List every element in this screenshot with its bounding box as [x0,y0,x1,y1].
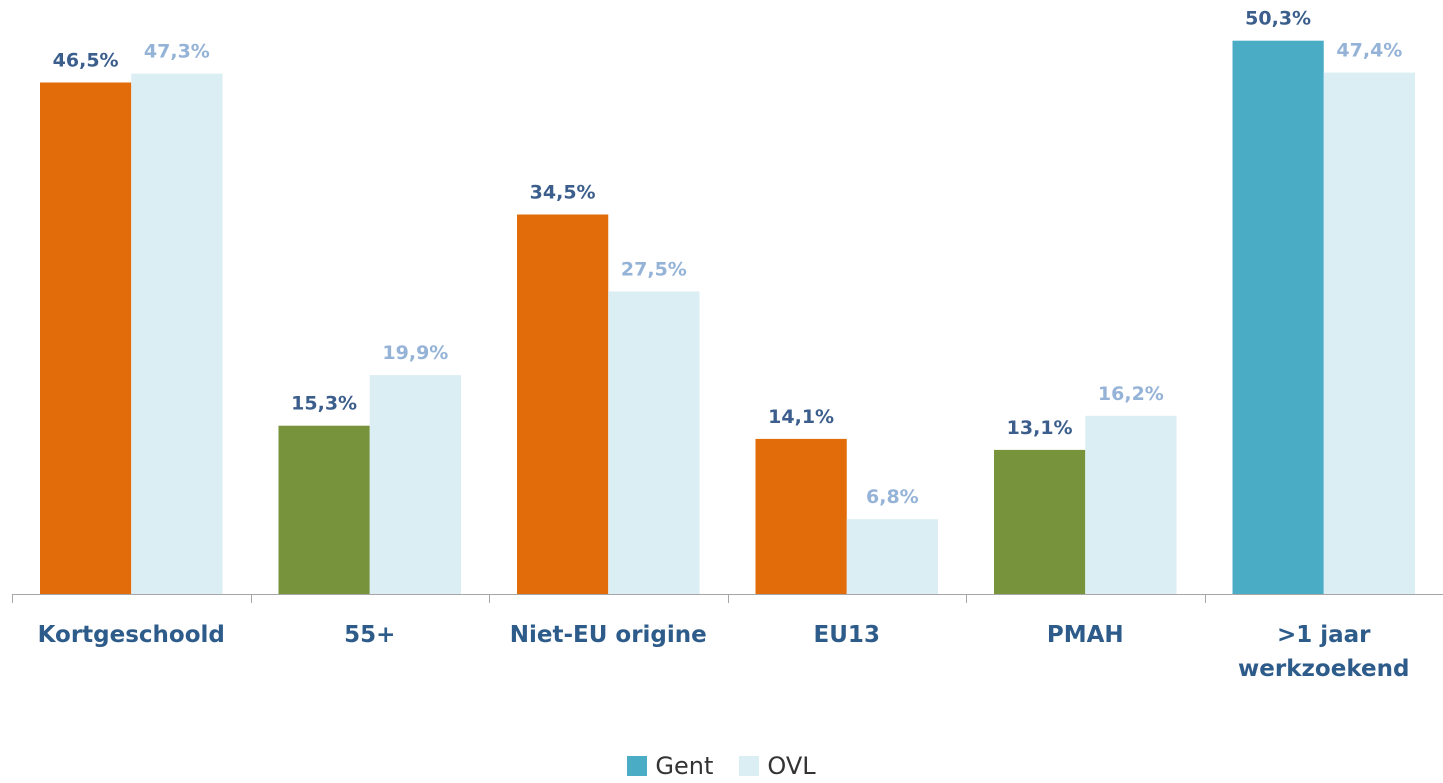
value-label: 46,5% [53,50,119,72]
legend-swatch [627,756,648,776]
bar [278,425,370,594]
bar [846,519,938,594]
legend-label: OVL [767,752,816,780]
legend: Gent OVL [0,752,1443,780]
bar [608,291,700,594]
bar [994,449,1086,594]
value-label: 47,4% [1336,40,1402,62]
value-label: 6,8% [866,486,919,508]
value-label: 50,3% [1245,8,1311,30]
legend-label: Gent [655,752,714,780]
bar [1085,415,1177,594]
value-label: 15,3% [291,393,357,415]
legend-item: Gent [627,752,713,780]
plot: 46,5% 15,3% 34,5% 14,1% 13,1% 50,3% 47,3% 19,9%… [12,8,1443,603]
value-label: 34,5% [530,182,596,204]
x-tick-label: >1 jaar werkzoekend [1238,622,1410,682]
bar [755,438,847,594]
value-label: 47,3% [144,41,210,63]
x-tick-label: 55+ [344,622,396,648]
value-label: 27,5% [621,259,687,281]
value-label: 13,1% [1007,417,1073,439]
bar [517,214,609,594]
bar [131,73,223,594]
bar [1232,40,1324,594]
legend-swatch [739,756,760,776]
value-label: 16,2% [1098,383,1164,405]
bar [40,82,132,594]
x-tick-label: EU13 [813,622,880,648]
bar [369,375,461,594]
value-label: 19,9% [382,342,448,364]
bar [1323,72,1415,595]
x-tick-label: Kortgeschoold [37,622,225,648]
legend-item: OVL [739,752,816,780]
x-tick-label: PMAH [1046,622,1124,648]
x-tick-label: Niet-EU origine [509,622,707,648]
value-label: 14,1% [768,406,834,428]
